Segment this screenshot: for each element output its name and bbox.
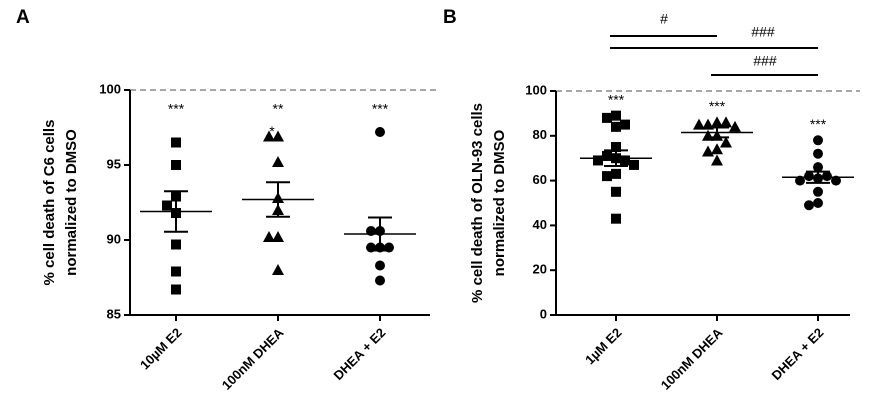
- data-point: [263, 231, 275, 242]
- x-tick-label: DHEA + E2: [331, 325, 389, 383]
- error-bar: [368, 216, 392, 252]
- panel-label: A: [16, 7, 30, 28]
- error-bar: [604, 149, 628, 168]
- significance-label: **: [273, 101, 284, 117]
- y-tick-label: 60: [533, 172, 547, 187]
- data-point: [813, 186, 823, 197]
- data-point: [171, 284, 181, 295]
- y-tick-label: 100: [525, 82, 547, 97]
- comparison-label: #: [660, 11, 668, 27]
- x-tick-label: DHEA + E2: [769, 325, 827, 383]
- error-bar: [806, 170, 830, 184]
- y-tick-label: 90: [107, 231, 121, 246]
- y-tick-label: 100: [99, 81, 121, 96]
- y-axis-title: normalized to DMSO: [491, 129, 508, 276]
- data-point: [702, 145, 714, 157]
- data-point: [804, 171, 814, 182]
- x-tick-label: 1µM E2: [582, 325, 624, 367]
- y-tick-label: 0: [540, 306, 547, 321]
- data-point: [611, 142, 621, 152]
- data-point: [702, 129, 714, 141]
- data-point: [272, 231, 284, 242]
- data-point: [795, 175, 805, 186]
- significance-label: ***: [372, 101, 389, 117]
- data-point: [804, 200, 814, 211]
- data-point: [272, 264, 284, 275]
- data-point: [620, 119, 630, 130]
- data-point: [629, 159, 639, 170]
- y-tick-label: 20: [533, 262, 547, 277]
- y-tick-label: 85: [107, 306, 121, 321]
- data-point: [272, 130, 284, 142]
- data-point: [611, 186, 621, 197]
- data-point: [602, 112, 612, 123]
- data-point: [602, 150, 612, 161]
- significance-label: ***: [168, 101, 185, 117]
- error-bar: [705, 126, 729, 139]
- y-axis-title: % cell death of OLN-93 cells: [469, 103, 486, 303]
- y-tick-label: 80: [533, 127, 547, 142]
- y-axis-title: % cell death of C6 cells: [41, 120, 58, 286]
- y-axis-title: normalized to DMSO: [63, 129, 80, 276]
- data-point: [711, 143, 723, 155]
- data-point: [720, 116, 732, 128]
- data-point: [831, 175, 841, 186]
- data-point: [272, 156, 284, 167]
- data-point: [813, 148, 823, 159]
- data-point: [375, 260, 385, 271]
- y-tick-label: 95: [107, 156, 121, 171]
- data-point: [593, 155, 603, 166]
- annotation: *: [269, 123, 275, 139]
- x-tick-label: 100nM DHEA: [219, 325, 287, 393]
- data-point: [822, 171, 832, 182]
- data-point: [813, 162, 823, 173]
- data-point: [375, 275, 385, 286]
- data-point: [813, 135, 823, 146]
- data-point: [711, 116, 723, 128]
- data-point: [171, 137, 181, 148]
- significance-label: ***: [709, 98, 726, 114]
- data-point: [162, 200, 172, 211]
- y-tick-label: 40: [533, 217, 547, 232]
- panel-label: B: [443, 7, 457, 28]
- comparison-label: ###: [753, 53, 777, 69]
- data-point: [720, 136, 732, 148]
- data-point: [611, 121, 621, 132]
- data-point: [813, 198, 823, 208]
- x-tick-label: 100nM DHEA: [658, 325, 726, 393]
- data-point: [171, 266, 181, 277]
- data-point: [611, 168, 621, 179]
- error-bar: [164, 190, 188, 233]
- significance-label: ***: [608, 91, 625, 107]
- data-point: [171, 160, 181, 170]
- data-point: [602, 171, 612, 182]
- x-tick-label: 10µM E2: [137, 325, 185, 373]
- data-point: [729, 120, 741, 132]
- significance-label: ***: [810, 116, 827, 132]
- error-bar: [266, 181, 290, 218]
- data-point: [620, 155, 630, 166]
- data-point: [263, 130, 275, 142]
- data-point: [611, 110, 621, 121]
- data-point: [711, 154, 723, 166]
- data-point: [693, 118, 705, 130]
- data-point: [171, 239, 181, 250]
- comparison-label: ###: [751, 24, 775, 40]
- data-point: [375, 127, 385, 137]
- data-point: [611, 213, 621, 224]
